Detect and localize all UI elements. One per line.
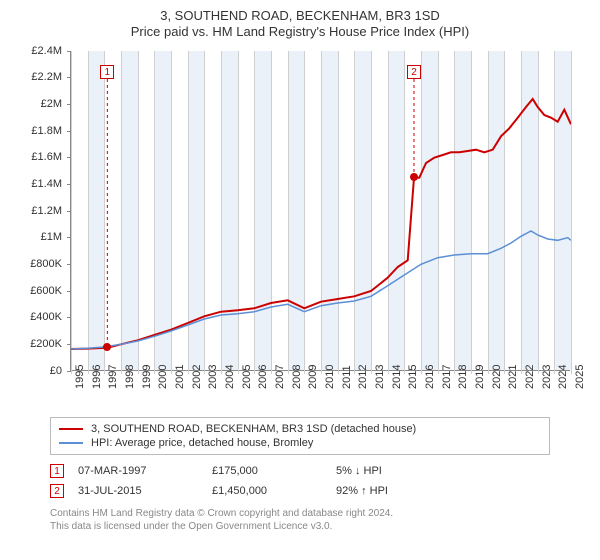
y-tick: [67, 264, 71, 265]
x-tick-label: 2023: [541, 364, 553, 388]
page-title: 3, SOUTHEND ROAD, BECKENHAM, BR3 1SD: [10, 8, 590, 24]
x-tick-label: 2000: [157, 364, 169, 388]
x-tick-label: 1996: [91, 364, 103, 388]
x-tick-label: 2021: [507, 364, 519, 388]
y-tick-label: £1.8M: [31, 125, 62, 137]
legend-label: 3, SOUTHEND ROAD, BECKENHAM, BR3 1SD (de…: [91, 423, 416, 435]
x-tick-label: 2002: [191, 364, 203, 388]
x-tick-label: 1998: [124, 364, 136, 388]
y-tick-label: £0: [50, 365, 62, 377]
x-tick-label: 2015: [407, 364, 419, 388]
x-tick-label: 2012: [357, 364, 369, 388]
legend-swatch: [59, 428, 83, 430]
x-tick-label: 2020: [491, 364, 503, 388]
x-tick-label: 2004: [224, 364, 236, 388]
legend-label: HPI: Average price, detached house, Brom…: [91, 437, 313, 449]
plot-area: 12: [70, 51, 570, 371]
footer-line: Contains HM Land Registry data © Crown c…: [50, 507, 550, 520]
y-tick: [67, 211, 71, 212]
y-tick: [67, 291, 71, 292]
y-tick: [67, 184, 71, 185]
legend-item: HPI: Average price, detached house, Brom…: [59, 436, 541, 450]
sale-row: 1 07-MAR-1997 £175,000 5% ↓ HPI: [50, 461, 550, 481]
sale-marker-dot: [103, 343, 111, 351]
sale-row-badge: 1: [50, 464, 64, 478]
y-tick: [67, 51, 71, 52]
y-tick: [67, 371, 71, 372]
x-tick-label: 2005: [241, 364, 253, 388]
legend-swatch: [59, 442, 83, 444]
x-tick-label: 1997: [107, 364, 119, 388]
sale-price: £175,000: [212, 465, 322, 477]
sale-row: 2 31-JUL-2015 £1,450,000 92% ↑ HPI: [50, 481, 550, 501]
series-layer: [71, 51, 571, 371]
legend-item: 3, SOUTHEND ROAD, BECKENHAM, BR3 1SD (de…: [59, 422, 541, 436]
x-tick-label: 2022: [524, 364, 536, 388]
y-tick-label: £800K: [30, 258, 62, 270]
x-tick-label: 1999: [141, 364, 153, 388]
legend: 3, SOUTHEND ROAD, BECKENHAM, BR3 1SD (de…: [50, 417, 550, 455]
sale-marker-dot: [410, 173, 418, 181]
series-price_paid: [71, 99, 571, 349]
y-tick-label: £600K: [30, 285, 62, 297]
y-tick: [67, 317, 71, 318]
sale-hpi-delta: 92% ↑ HPI: [336, 485, 456, 497]
x-tick-label: 2016: [424, 364, 436, 388]
sale-price: £1,450,000: [212, 485, 322, 497]
y-tick-label: £1.6M: [31, 151, 62, 163]
y-tick-label: £1.2M: [31, 205, 62, 217]
series-hpi: [71, 231, 571, 349]
x-tick-label: 2013: [374, 364, 386, 388]
sale-date: 31-JUL-2015: [78, 485, 198, 497]
sale-marker-badge: 2: [407, 65, 421, 79]
price-chart: 12 1995199619971998199920002001200220032…: [20, 45, 580, 415]
y-tick-label: £1M: [41, 231, 62, 243]
page-subtitle: Price paid vs. HM Land Registry's House …: [10, 24, 590, 40]
x-tick-label: 2019: [474, 364, 486, 388]
x-tick-label: 2017: [441, 364, 453, 388]
x-tick-label: 2018: [457, 364, 469, 388]
sale-date: 07-MAR-1997: [78, 465, 198, 477]
x-tick-label: 2001: [174, 364, 186, 388]
gridline: [571, 51, 572, 374]
x-tick-label: 2025: [574, 364, 586, 388]
y-tick: [67, 77, 71, 78]
sale-marker-badge: 1: [100, 65, 114, 79]
y-tick-label: £2.2M: [31, 71, 62, 83]
x-tick-label: 2009: [307, 364, 319, 388]
x-tick-label: 2014: [391, 364, 403, 388]
y-tick: [67, 157, 71, 158]
y-tick-label: £400K: [30, 311, 62, 323]
sale-row-badge: 2: [50, 484, 64, 498]
y-tick-label: £1.4M: [31, 178, 62, 190]
footer-attribution: Contains HM Land Registry data © Crown c…: [50, 507, 550, 533]
x-tick-label: 2010: [324, 364, 336, 388]
y-tick: [67, 344, 71, 345]
x-tick-label: 2011: [341, 365, 353, 389]
y-tick: [67, 104, 71, 105]
sale-hpi-delta: 5% ↓ HPI: [336, 465, 456, 477]
y-tick: [67, 237, 71, 238]
x-tick-label: 2007: [274, 364, 286, 388]
y-tick-label: £2M: [41, 98, 62, 110]
y-tick-label: £200K: [30, 338, 62, 350]
y-tick-label: £2.4M: [31, 45, 62, 57]
x-tick-label: 2008: [291, 364, 303, 388]
x-tick-label: 2024: [557, 364, 569, 388]
x-tick-label: 2006: [257, 364, 269, 388]
footer-line: This data is licensed under the Open Gov…: [50, 520, 550, 533]
x-tick-label: 1995: [74, 364, 86, 388]
y-tick: [67, 131, 71, 132]
sales-table: 1 07-MAR-1997 £175,000 5% ↓ HPI 2 31-JUL-2015…: [50, 461, 550, 501]
x-tick-label: 2003: [207, 364, 219, 388]
